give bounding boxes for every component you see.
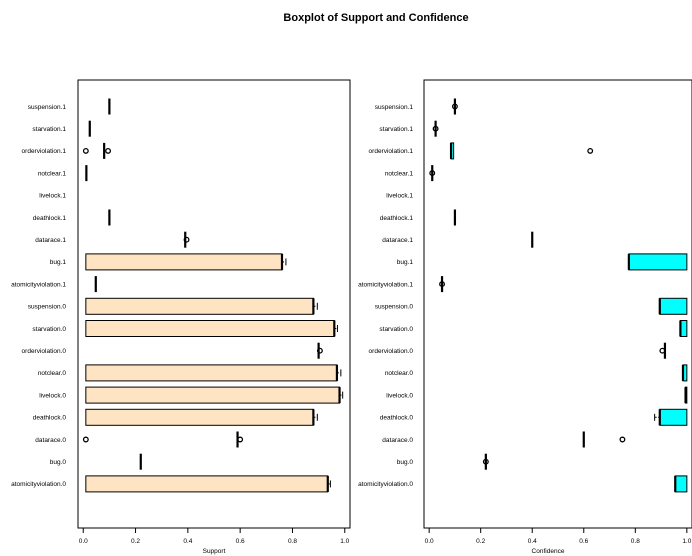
- category-label: deathlock.1: [33, 215, 67, 222]
- category-label: atomicityviolation.1: [358, 281, 413, 288]
- category-label: suspension.0: [28, 304, 67, 311]
- outlier-point: [587, 147, 594, 154]
- box: [628, 253, 688, 271]
- category-label: atomicityviolation.1: [11, 281, 66, 288]
- x-tick-label: 0.4: [528, 538, 537, 545]
- category-label: notclear.1: [38, 170, 67, 177]
- category-label: datarace.0: [382, 437, 413, 444]
- x-tick-label: 0.0: [79, 538, 88, 545]
- outlier-point: [183, 236, 190, 243]
- x-tick-label: 0.6: [236, 538, 245, 545]
- box: [85, 253, 283, 271]
- category-label: livelock.0: [39, 392, 66, 399]
- category-label: suspension.0: [375, 304, 414, 311]
- box: [85, 475, 329, 493]
- category-label: starvation.0: [32, 326, 66, 333]
- box: [85, 408, 314, 426]
- category-label: datarace.0: [35, 437, 66, 444]
- category-label: datarace.1: [35, 237, 66, 244]
- outlier-point: [82, 147, 89, 154]
- outlier-point: [451, 103, 458, 110]
- outlier-point: [82, 436, 89, 443]
- x-tick-label: 0.8: [288, 538, 297, 545]
- support-panel: suspension.1 starvation.1 orderviolation.1…: [11, 79, 351, 555]
- category-label: starvation.1: [32, 126, 66, 133]
- category-label: livelock.0: [386, 392, 413, 399]
- category-label: bug.0: [397, 459, 414, 466]
- category-label: notclear.1: [385, 170, 414, 177]
- category-label: orderviolation.1: [369, 148, 414, 155]
- x-tick-label: 1.0: [340, 538, 349, 545]
- outlier-point: [429, 170, 436, 177]
- category-label: bug.0: [50, 459, 67, 466]
- category-label: suspension.1: [375, 104, 414, 111]
- x-tick-label: 0.8: [631, 538, 640, 545]
- x-tick-label: 0.6: [579, 538, 588, 545]
- box: [674, 475, 688, 493]
- confidence-panel: suspension.1 starvation.1 orderviolation.1…: [358, 79, 692, 555]
- x-tick-label: 0.4: [183, 538, 192, 545]
- outlier-point: [659, 347, 666, 354]
- x-tick-label: 1.0: [682, 538, 691, 545]
- category-label: starvation.0: [379, 326, 413, 333]
- box: [659, 297, 688, 315]
- category-label: deathlock.0: [33, 415, 67, 422]
- box: [85, 364, 338, 382]
- outlier-point: [619, 436, 626, 443]
- category-label: orderviolation.0: [369, 348, 414, 355]
- outlier-point: [482, 458, 489, 465]
- category-label: deathlock.0: [380, 415, 414, 422]
- plot-frame: [77, 79, 351, 529]
- category-label: datarace.1: [382, 237, 413, 244]
- x-tick-label: 0.2: [476, 538, 485, 545]
- chart-title: Boxplot of Support and Confidence: [283, 12, 468, 24]
- category-label: livelock.1: [386, 193, 413, 200]
- box: [85, 386, 341, 404]
- box: [85, 320, 335, 337]
- box: [85, 297, 314, 315]
- category-label: bug.1: [50, 259, 67, 266]
- outlier-point: [432, 125, 439, 132]
- category-label: atomicityviolation.0: [358, 481, 413, 488]
- category-label: starvation.1: [379, 126, 413, 133]
- x-axis-label: Support: [203, 548, 226, 555]
- plot-frame: [423, 79, 692, 529]
- category-label: orderviolation.1: [22, 148, 67, 155]
- x-axis-label: Confidence: [532, 548, 565, 555]
- category-label: notclear.0: [385, 370, 414, 377]
- category-label: livelock.1: [39, 193, 66, 200]
- x-tick-label: 0.0: [425, 538, 434, 545]
- outlier-point: [316, 347, 323, 354]
- outlier-point: [105, 147, 112, 154]
- x-tick-label: 0.2: [131, 538, 140, 545]
- category-label: atomicityviolation.0: [11, 481, 66, 488]
- category-label: suspension.1: [28, 104, 67, 111]
- category-label: orderviolation.0: [22, 348, 67, 355]
- outlier-point: [439, 281, 445, 288]
- category-label: bug.1: [397, 259, 414, 266]
- outlier-point: [237, 436, 244, 443]
- category-label: notclear.0: [38, 370, 67, 377]
- box: [659, 408, 688, 426]
- category-label: deathlock.1: [380, 215, 414, 222]
